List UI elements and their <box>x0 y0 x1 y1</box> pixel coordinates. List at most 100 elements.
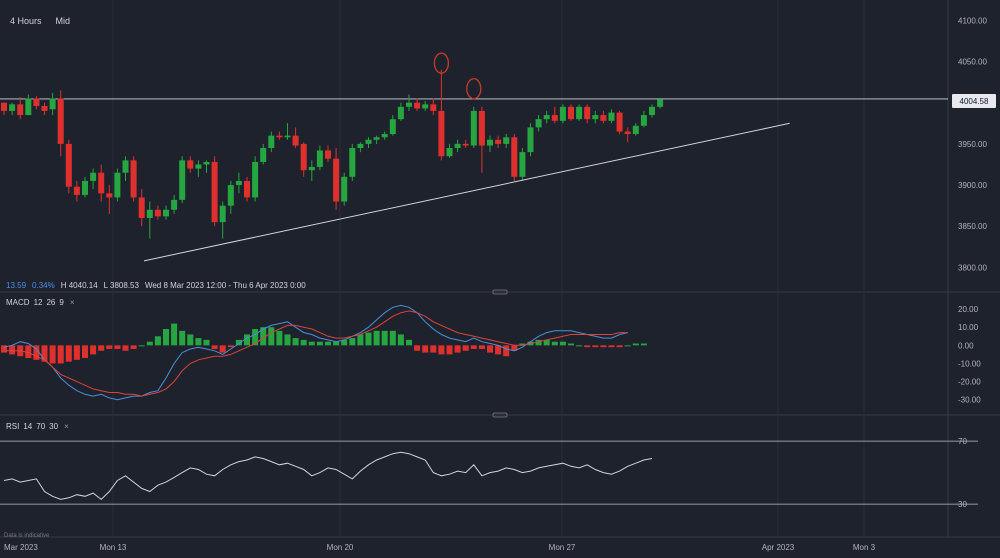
macd-tick-label: -20.00 <box>958 378 981 387</box>
macd-histogram-bar <box>122 345 129 351</box>
candle-body <box>624 131 631 134</box>
candle <box>422 101 429 111</box>
macd-histogram-bar <box>365 332 372 346</box>
candle <box>235 172 242 194</box>
macd-name: MACD <box>6 298 30 307</box>
timeframe-selector[interactable]: 4 Hours <box>10 16 42 26</box>
candle-body <box>341 176 348 202</box>
candle <box>389 115 396 136</box>
candle-body <box>640 115 647 126</box>
candle-body <box>422 104 429 109</box>
macd-histogram-bar <box>568 343 574 346</box>
macd-histogram-bar <box>73 345 80 360</box>
rsi-tick-label: 30 <box>958 500 967 509</box>
candle-body <box>373 137 380 140</box>
candle <box>632 123 639 136</box>
macd-histogram-bar <box>203 339 210 346</box>
candle <box>179 156 186 204</box>
macd-histogram-bar <box>333 341 340 346</box>
low-value: L 3808.53 <box>103 281 139 290</box>
macd-histogram-bar <box>600 345 607 348</box>
candle <box>584 104 591 124</box>
macd-histogram-bar <box>632 343 639 346</box>
macd-line <box>3 304 628 401</box>
candle <box>503 134 510 148</box>
candle-body <box>154 209 161 217</box>
candle-body <box>203 162 210 165</box>
macd-histogram-bar <box>389 330 396 346</box>
candle <box>65 139 72 194</box>
macd-histogram-bar <box>90 345 97 355</box>
candle-body <box>438 110 445 157</box>
candle <box>487 135 493 153</box>
macd-histogram-bar <box>397 334 404 346</box>
candle <box>657 97 664 109</box>
candle-body <box>535 119 542 128</box>
macd-histogram-bar <box>559 341 566 346</box>
candle-body <box>462 143 469 146</box>
macd-histogram-bar <box>430 345 437 353</box>
candle <box>106 185 113 214</box>
candle-body <box>138 197 145 218</box>
macd-histogram-bar <box>98 345 105 351</box>
candle <box>576 104 583 121</box>
candle <box>543 110 550 124</box>
price-type-selector[interactable]: Mid <box>55 16 71 26</box>
candle <box>138 189 145 227</box>
close-icon[interactable]: × <box>64 422 69 431</box>
candle-body <box>381 134 388 138</box>
candle-body <box>9 104 16 111</box>
candle-body <box>316 150 323 167</box>
macd-histogram-bar <box>551 341 558 346</box>
candle <box>551 106 558 124</box>
candle-body <box>49 98 56 110</box>
macd-histogram-bar <box>300 339 307 346</box>
candle <box>82 176 88 198</box>
candle <box>73 180 80 202</box>
highlight-marker <box>466 78 482 100</box>
candle-body <box>106 193 113 198</box>
candle-body <box>146 209 153 218</box>
candle <box>430 98 437 116</box>
candle <box>17 96 24 120</box>
macd-histogram-bar <box>608 345 615 348</box>
candle <box>203 160 210 173</box>
candle-body <box>73 186 80 195</box>
macd-histogram-bar <box>381 330 388 346</box>
macd-histogram-bar <box>9 345 16 355</box>
candle <box>519 148 526 181</box>
macd-histogram-bar <box>406 339 412 346</box>
candle <box>446 143 453 158</box>
candle <box>608 109 615 124</box>
macd-histogram-bar <box>163 329 169 346</box>
macd-histogram-bar <box>454 345 461 353</box>
rsi-name: RSI <box>6 422 20 431</box>
candle <box>649 104 655 118</box>
macd-histogram-bar <box>154 336 161 346</box>
close-icon[interactable]: × <box>69 298 75 307</box>
candle-body <box>389 119 396 134</box>
candle <box>325 145 331 162</box>
candle-body <box>584 106 591 120</box>
candle <box>454 139 461 153</box>
candle <box>252 156 259 202</box>
candle <box>495 135 502 148</box>
candle-body <box>543 115 550 120</box>
candle <box>333 148 340 210</box>
price-tick-label: 3900.00 <box>958 181 987 190</box>
time-axis-label: Mar 2023 <box>4 543 38 552</box>
macd-histogram-bar <box>495 345 502 355</box>
macd-histogram-bar <box>414 345 421 351</box>
candle-body <box>495 139 502 144</box>
candle-body <box>171 199 178 210</box>
candle-body <box>179 160 186 200</box>
macd-histogram-bar <box>114 345 121 349</box>
candle <box>244 176 250 202</box>
macd-histogram-bar <box>65 345 72 362</box>
candle-body <box>41 106 48 111</box>
candle <box>373 135 380 144</box>
price-tick-label: 4050.00 <box>958 58 987 67</box>
candle-body <box>478 110 485 146</box>
candle <box>357 142 364 153</box>
